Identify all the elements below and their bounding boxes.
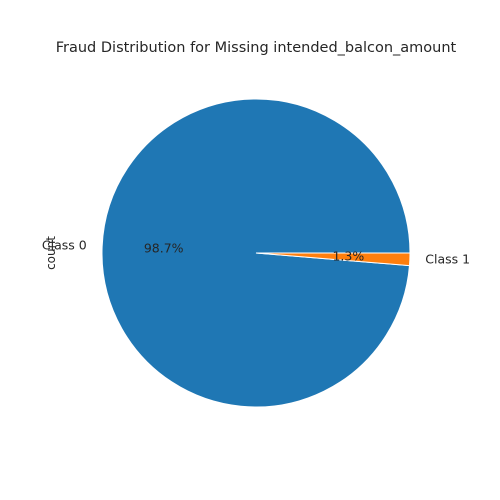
pie-slices bbox=[101, 98, 411, 408]
slice-percent-class-1: 1.3% bbox=[332, 248, 364, 263]
slice-percent-class-0: 98.7% bbox=[144, 241, 184, 256]
slice-label-class-0: Class 0 bbox=[42, 238, 87, 253]
chart-title: Fraud Distribution for Missing intended_… bbox=[56, 40, 457, 56]
pie-labels: Class 0 98.7% Class 1 1.3% bbox=[42, 238, 470, 267]
pie-slice-class-1 bbox=[255, 252, 411, 267]
y-axis-label: count bbox=[44, 236, 58, 270]
slice-label-class-1: Class 1 bbox=[425, 251, 470, 266]
